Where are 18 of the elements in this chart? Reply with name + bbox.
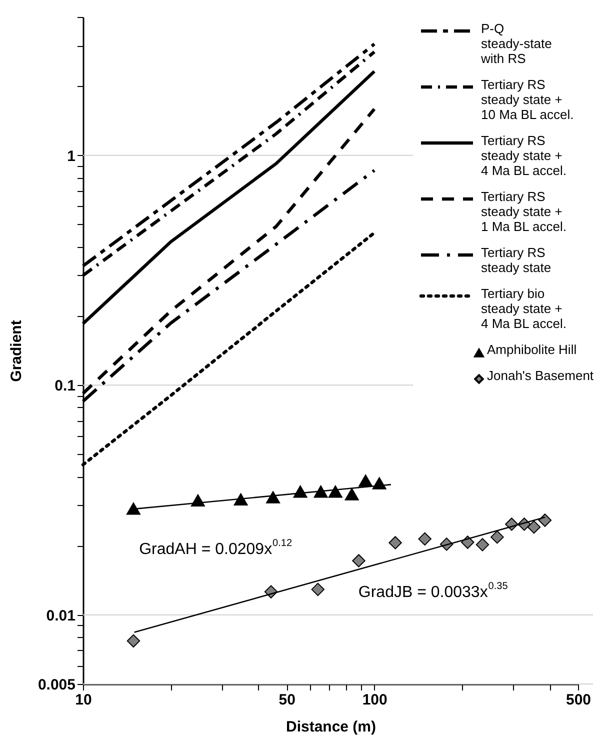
y-tick-label: 0.005 <box>38 676 76 694</box>
y-axis-title: Gradient <box>8 320 25 382</box>
legend-label: Jonah's Basement <box>487 368 594 383</box>
x-axis-title: Distance (m) <box>286 718 376 736</box>
legend-label: P-Q steady-state with RS <box>480 21 552 66</box>
x-tick-label: 50 <box>278 692 296 708</box>
y-tick-label: 0.01 <box>46 607 76 624</box>
y-tick-label: 1 <box>67 148 76 165</box>
legend-label: Tertiary RS steady state <box>481 245 552 275</box>
legend-label: Tertiary RS steady state + 4 Ma BL accel. <box>481 133 567 178</box>
x-tick-label: 10 <box>75 692 92 708</box>
legend-label: Amphibolite Hill <box>487 342 577 357</box>
legend-label: Tertiary RS steady state + 1 Ma BL accel. <box>481 189 567 234</box>
legend-label: Tertiary RS steady state + 10 Ma BL accel. <box>481 77 574 122</box>
y-tick-label: 0.1 <box>54 378 76 395</box>
legend-label: Tertiary bio steady state + 4 Ma BL accel. <box>481 286 567 331</box>
x-tick-label: 100 <box>362 692 388 708</box>
x-tick-label: 500 <box>566 692 592 708</box>
